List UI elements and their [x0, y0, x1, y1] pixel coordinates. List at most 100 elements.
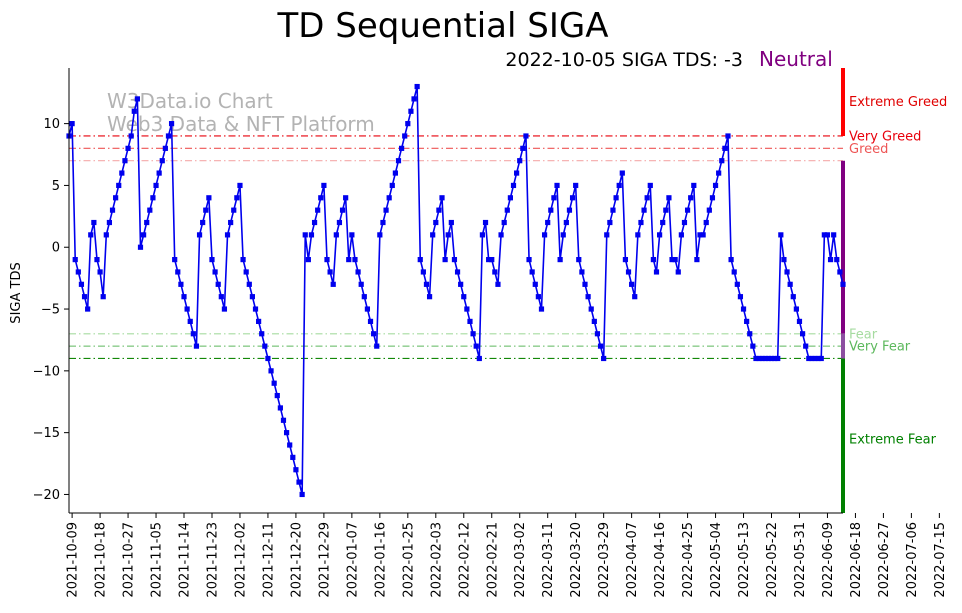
data-point	[619, 170, 625, 176]
data-point	[417, 256, 423, 263]
data-point	[165, 133, 172, 139]
x-tick-label: 2022-04-16	[653, 522, 668, 598]
data-point	[162, 145, 168, 151]
data-point	[588, 306, 594, 312]
data-point	[355, 269, 361, 275]
data-point	[125, 145, 131, 151]
data-point	[411, 96, 417, 102]
y-ticks: 10 5 0 −5 −10 −15 −20	[33, 117, 69, 503]
data-point	[675, 269, 681, 275]
data-point	[178, 281, 184, 287]
data-point	[343, 195, 349, 201]
data-point	[489, 256, 495, 263]
data-point	[262, 343, 268, 349]
data-point	[88, 232, 94, 238]
data-point	[793, 306, 799, 312]
data-point	[172, 256, 178, 263]
data-point	[716, 170, 722, 176]
data-point	[694, 256, 700, 263]
data-point	[224, 232, 231, 238]
y-tick-label: −10	[33, 364, 60, 379]
data-point	[206, 195, 212, 201]
data-point	[691, 182, 697, 189]
data-point	[109, 207, 116, 213]
y-tick-label: 10	[43, 117, 60, 132]
threshold-label: Very Fear	[849, 340, 911, 355]
data-point	[548, 207, 554, 213]
data-point	[591, 318, 597, 325]
data-point	[451, 256, 458, 263]
x-tick-label: 2021-12-02	[233, 522, 248, 598]
data-point	[762, 355, 768, 362]
series-line	[68, 85, 844, 496]
data-point	[629, 281, 635, 287]
data-point	[706, 207, 712, 213]
x-tick-label: 2022-05-04	[709, 522, 724, 598]
data-point	[604, 232, 610, 238]
data-point	[476, 355, 482, 362]
data-point	[831, 232, 837, 238]
data-point	[414, 83, 420, 90]
y-axis-label: SIGA TDS	[9, 262, 24, 323]
data-point	[315, 207, 321, 213]
data-point	[333, 232, 339, 238]
x-tick-label: 2022-06-27	[877, 522, 892, 598]
data-point	[806, 355, 812, 362]
data-point	[684, 207, 691, 213]
data-point	[377, 232, 383, 238]
data-point	[405, 121, 411, 127]
data-point	[532, 281, 538, 287]
data-point	[486, 256, 492, 263]
data-point	[249, 294, 255, 300]
data-point	[374, 343, 380, 349]
data-point	[529, 269, 535, 275]
x-ticks: 2021-10-09 2021-10-18 2021-10-27 2021-11-05…	[66, 513, 962, 598]
data-point	[274, 392, 280, 399]
x-tick-label: 2022-03-11	[541, 522, 556, 598]
data-point	[759, 355, 765, 362]
data-point	[293, 467, 299, 473]
y-tick-label: 0	[52, 241, 60, 256]
x-tick-label: 2022-03-20	[569, 522, 584, 598]
data-point	[632, 294, 638, 300]
data-point	[594, 331, 601, 337]
data-point	[106, 219, 113, 226]
data-point	[815, 355, 821, 362]
data-point	[265, 355, 271, 362]
data-point	[657, 232, 663, 238]
data-point	[818, 355, 824, 362]
data-point	[256, 318, 262, 325]
data-point	[439, 195, 445, 201]
series-group	[66, 83, 846, 498]
data-point	[327, 269, 333, 275]
x-tick-label: 2021-11-23	[205, 522, 220, 598]
data-point	[507, 195, 513, 201]
data-point	[737, 294, 744, 300]
data-point	[268, 368, 274, 374]
data-point	[470, 331, 476, 337]
data-point	[184, 306, 190, 312]
data-point	[448, 219, 454, 226]
x-tick-label: 2021-11-14	[178, 522, 193, 598]
data-point	[349, 232, 355, 238]
y-tick-label: −20	[33, 488, 60, 503]
data-point	[666, 195, 672, 201]
data-point	[601, 355, 607, 362]
data-point	[193, 343, 200, 349]
data-point	[573, 182, 579, 189]
data-point	[660, 219, 666, 226]
x-tick-label: 2022-03-02	[513, 522, 528, 598]
data-point	[78, 281, 85, 287]
data-point	[538, 306, 545, 312]
data-point	[361, 294, 367, 300]
data-point	[271, 380, 277, 386]
x-tick-label: 2022-06-09	[821, 522, 836, 598]
data-point	[358, 281, 364, 287]
data-point	[750, 343, 756, 349]
chart-title: TD Sequential SIGA	[277, 6, 609, 46]
data-point	[753, 355, 759, 362]
data-point	[461, 294, 467, 300]
data-point	[458, 281, 464, 287]
data-point	[678, 232, 684, 238]
data-point	[473, 343, 479, 349]
